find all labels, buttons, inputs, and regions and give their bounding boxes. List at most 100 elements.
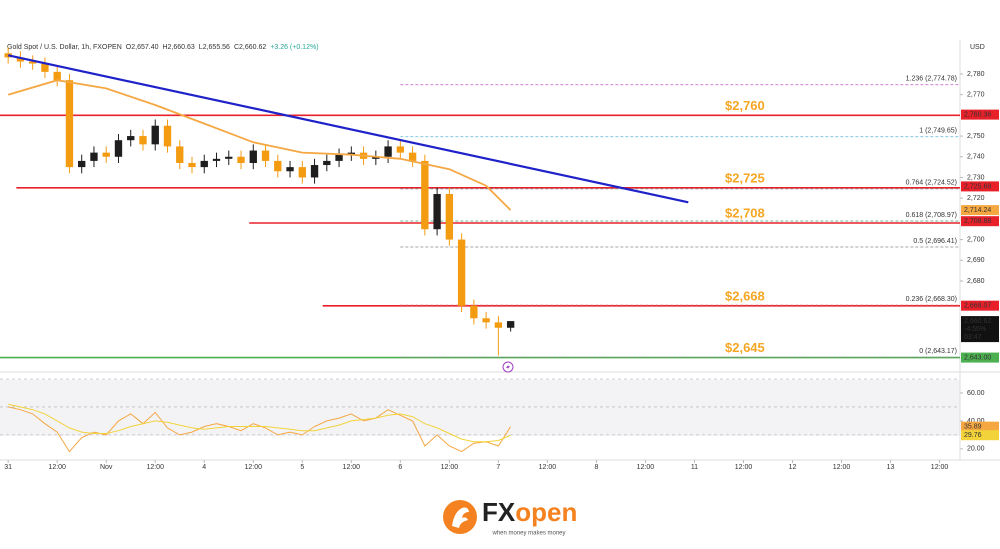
- price-badge: [961, 421, 999, 432]
- candle-body: [212, 158, 221, 161]
- price-badge-label: 2,760.36: [964, 111, 991, 118]
- last-price-change: -4.55%: [964, 326, 986, 333]
- candle-body: [16, 57, 25, 62]
- price-badge-label: 2,725.68: [964, 183, 991, 190]
- logo-text: FXopen: [482, 497, 577, 527]
- x-tick-label: 5: [300, 464, 304, 471]
- level-label: $2,760: [725, 98, 765, 113]
- price-badge-label: 35.89: [964, 423, 982, 430]
- high-value: H2,660.63: [162, 44, 194, 51]
- y-tick-label: 2,700: [967, 236, 985, 243]
- candle-body: [4, 53, 12, 58]
- y-tick-label: 60.00: [967, 390, 985, 397]
- logo-fx: FX: [482, 497, 516, 527]
- x-tick-label: 12:00: [833, 464, 851, 471]
- x-tick-label: 12:00: [146, 464, 164, 471]
- price-badge-label: 2,708.88: [964, 218, 991, 225]
- rsi-panel-bg: [0, 380, 960, 436]
- candle-body: [114, 140, 123, 157]
- candle-body: [163, 125, 172, 147]
- candle-body: [200, 160, 208, 168]
- x-tick-label: Nov: [100, 464, 113, 471]
- x-tick-label: 12:00: [539, 464, 557, 471]
- price-badge-label: 29.76: [964, 432, 982, 439]
- y-tick-label: 20.00: [967, 446, 985, 453]
- logo-tagline: when money makes money: [491, 531, 565, 537]
- price-badge: [961, 205, 999, 216]
- candle-body: [78, 160, 86, 168]
- event-icon: [502, 361, 514, 373]
- level-label: $2,708: [725, 205, 765, 220]
- candle-body: [433, 194, 441, 230]
- candle-body: [41, 63, 49, 72]
- candle-body: [298, 167, 306, 178]
- close-value: C2,660.62: [234, 44, 266, 51]
- candle-body: [421, 160, 429, 230]
- y-tick-label: 2,680: [967, 278, 985, 285]
- price-badge: [961, 430, 999, 441]
- x-tick-label: 12:00: [245, 464, 263, 471]
- price-badge: [961, 352, 999, 363]
- y-tick-label: 2,690: [967, 257, 985, 264]
- y-tick-label: 2,750: [967, 133, 985, 140]
- candle-body: [225, 156, 233, 159]
- candle-body: [65, 80, 74, 168]
- x-tick-label: 12:00: [637, 464, 655, 471]
- candle-body: [249, 150, 257, 163]
- x-tick-label: 12: [789, 464, 797, 471]
- fib-label: 0.236 (2,668.30): [906, 296, 957, 303]
- fib-label: 0.764 (2,724.52): [906, 180, 957, 187]
- candle-body: [274, 160, 282, 172]
- price-badge-label: 2,668.07: [964, 303, 991, 310]
- level-label: $2,668: [725, 288, 765, 303]
- candle-body: [494, 322, 503, 328]
- chart-header: Gold Spot / U.S. Dollar, 1h, FXOPEN O2,65…: [7, 44, 319, 51]
- currency: USD: [970, 44, 985, 51]
- candle-body: [286, 167, 294, 172]
- candle-body: [372, 156, 380, 159]
- last-price-countdown: 03:47: [964, 334, 982, 341]
- rsi-line: [8, 403, 511, 443]
- x-tick-label: 12:00: [343, 464, 361, 471]
- candle-body: [261, 150, 270, 161]
- candle-body: [237, 156, 245, 163]
- symbol: Gold Spot / U.S. Dollar, 1h, FXOPEN: [7, 44, 122, 51]
- candle-body: [335, 154, 343, 161]
- x-tick-label: 12:00: [735, 464, 753, 471]
- candle-body: [127, 136, 135, 141]
- price-badge: [961, 300, 999, 311]
- x-tick-label: 12:00: [931, 464, 949, 471]
- candle-body: [176, 146, 184, 163]
- change-value: +3.26 (+0.12%): [270, 44, 318, 51]
- price-badge: [961, 216, 999, 227]
- fib-label: 0.618 (2,708.97): [906, 212, 957, 219]
- y-tick-label: 40.00: [967, 418, 985, 425]
- candle-body: [310, 165, 319, 178]
- x-tick-label: 8: [594, 464, 598, 471]
- candle-body: [470, 305, 478, 319]
- moving-average: [7, 79, 512, 211]
- price-badge-label: 2,643.00: [964, 354, 991, 361]
- y-tick-label: 2,730: [967, 174, 985, 181]
- logo-dragon: [452, 507, 469, 528]
- candle-body: [29, 61, 37, 64]
- candle-body: [347, 152, 355, 155]
- y-tick-label: 2,720: [967, 195, 985, 202]
- candle-body: [323, 160, 331, 166]
- x-tick-label: 11: [691, 464, 698, 471]
- candle-body: [482, 318, 490, 323]
- price-badge-label: 2,714.24: [964, 207, 991, 214]
- candle-body: [384, 146, 392, 157]
- candle-body: [188, 162, 196, 168]
- fib-label: 0 (2,643.17): [919, 348, 957, 355]
- last-price-label: 2,660.62: [964, 318, 991, 325]
- candle-body: [445, 194, 454, 240]
- fib-label: 1 (2,749.65): [919, 128, 957, 135]
- x-tick-label: 12:00: [48, 464, 66, 471]
- candle-body: [408, 152, 417, 161]
- last-price-badge: [961, 316, 999, 343]
- candle-body: [506, 321, 515, 328]
- candle-body: [151, 125, 159, 145]
